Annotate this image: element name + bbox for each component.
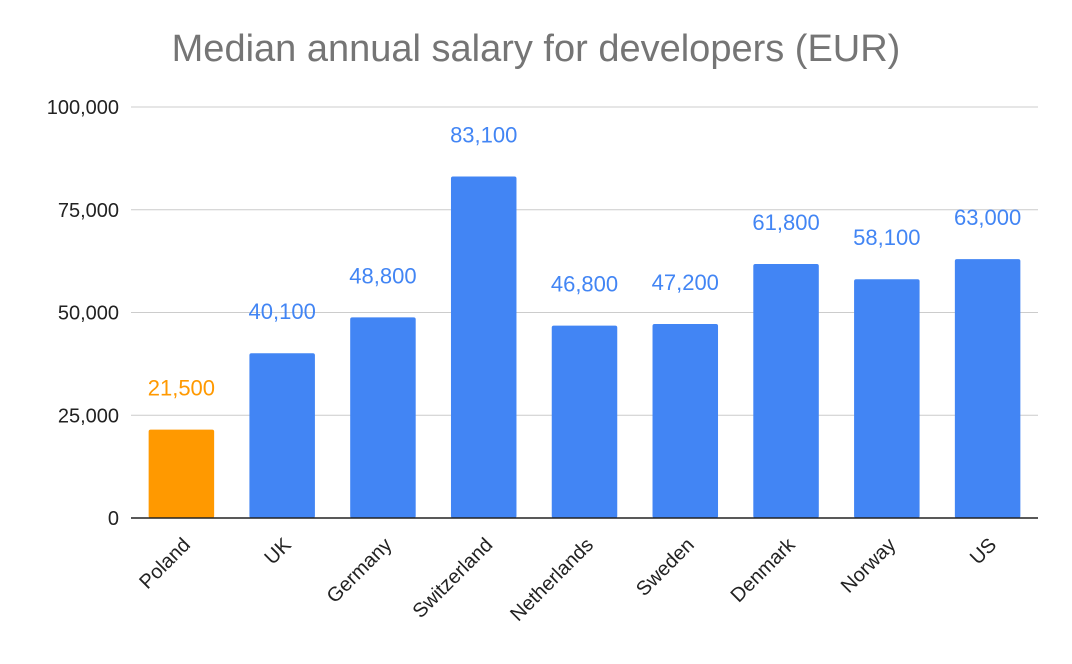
- y-axis-ticks: 0 25,000 50,000 75,000 100,000: [47, 97, 119, 530]
- data-labels: 21,500 40,100 48,800 83,100 46,800 47,200 61,8…: [148, 122, 1022, 400]
- x-category-label: Netherlands: [506, 534, 598, 626]
- bars: [148, 176, 1021, 519]
- data-label: 63,000: [954, 205, 1021, 230]
- x-category-label: US: [966, 534, 1001, 569]
- y-tick-label: 0: [108, 508, 119, 530]
- bar-poland: [148, 429, 215, 518]
- data-label: 21,500: [148, 376, 215, 401]
- bar-germany: [350, 317, 416, 518]
- bar-us: [954, 259, 1021, 518]
- x-category-label: UK: [260, 534, 296, 570]
- data-label: 47,200: [652, 270, 719, 295]
- x-category-label: Poland: [135, 534, 195, 594]
- y-tick-label: 75,000: [58, 200, 119, 222]
- y-tick-label: 100,000: [47, 97, 119, 119]
- data-label: 83,100: [450, 122, 517, 147]
- data-label: 46,800: [551, 272, 618, 297]
- data-label: 40,100: [249, 299, 316, 324]
- bar-uk: [249, 353, 315, 518]
- bar-norway: [854, 279, 920, 518]
- y-tick-label: 25,000: [58, 405, 119, 427]
- x-category-label: Norway: [837, 534, 900, 597]
- x-category-label: Switzerland: [409, 534, 498, 623]
- x-category-label: Germany: [323, 534, 397, 608]
- x-category-label: Sweden: [632, 534, 699, 601]
- data-label: 58,100: [853, 225, 920, 250]
- x-axis-category-labels: Poland UK Germany Switzerland Netherlands Swe…: [135, 533, 1001, 626]
- bar-switzerland: [450, 176, 517, 519]
- bar-sweden: [652, 324, 719, 518]
- data-label: 61,800: [752, 210, 819, 235]
- bar-netherlands: [551, 325, 618, 518]
- chart-title: Median annual salary for developers (EUR…: [171, 28, 901, 70]
- y-tick-label: 50,000: [58, 303, 119, 325]
- data-label: 48,800: [349, 263, 416, 288]
- bar-denmark: [753, 264, 819, 518]
- x-category-label: Denmark: [727, 533, 801, 607]
